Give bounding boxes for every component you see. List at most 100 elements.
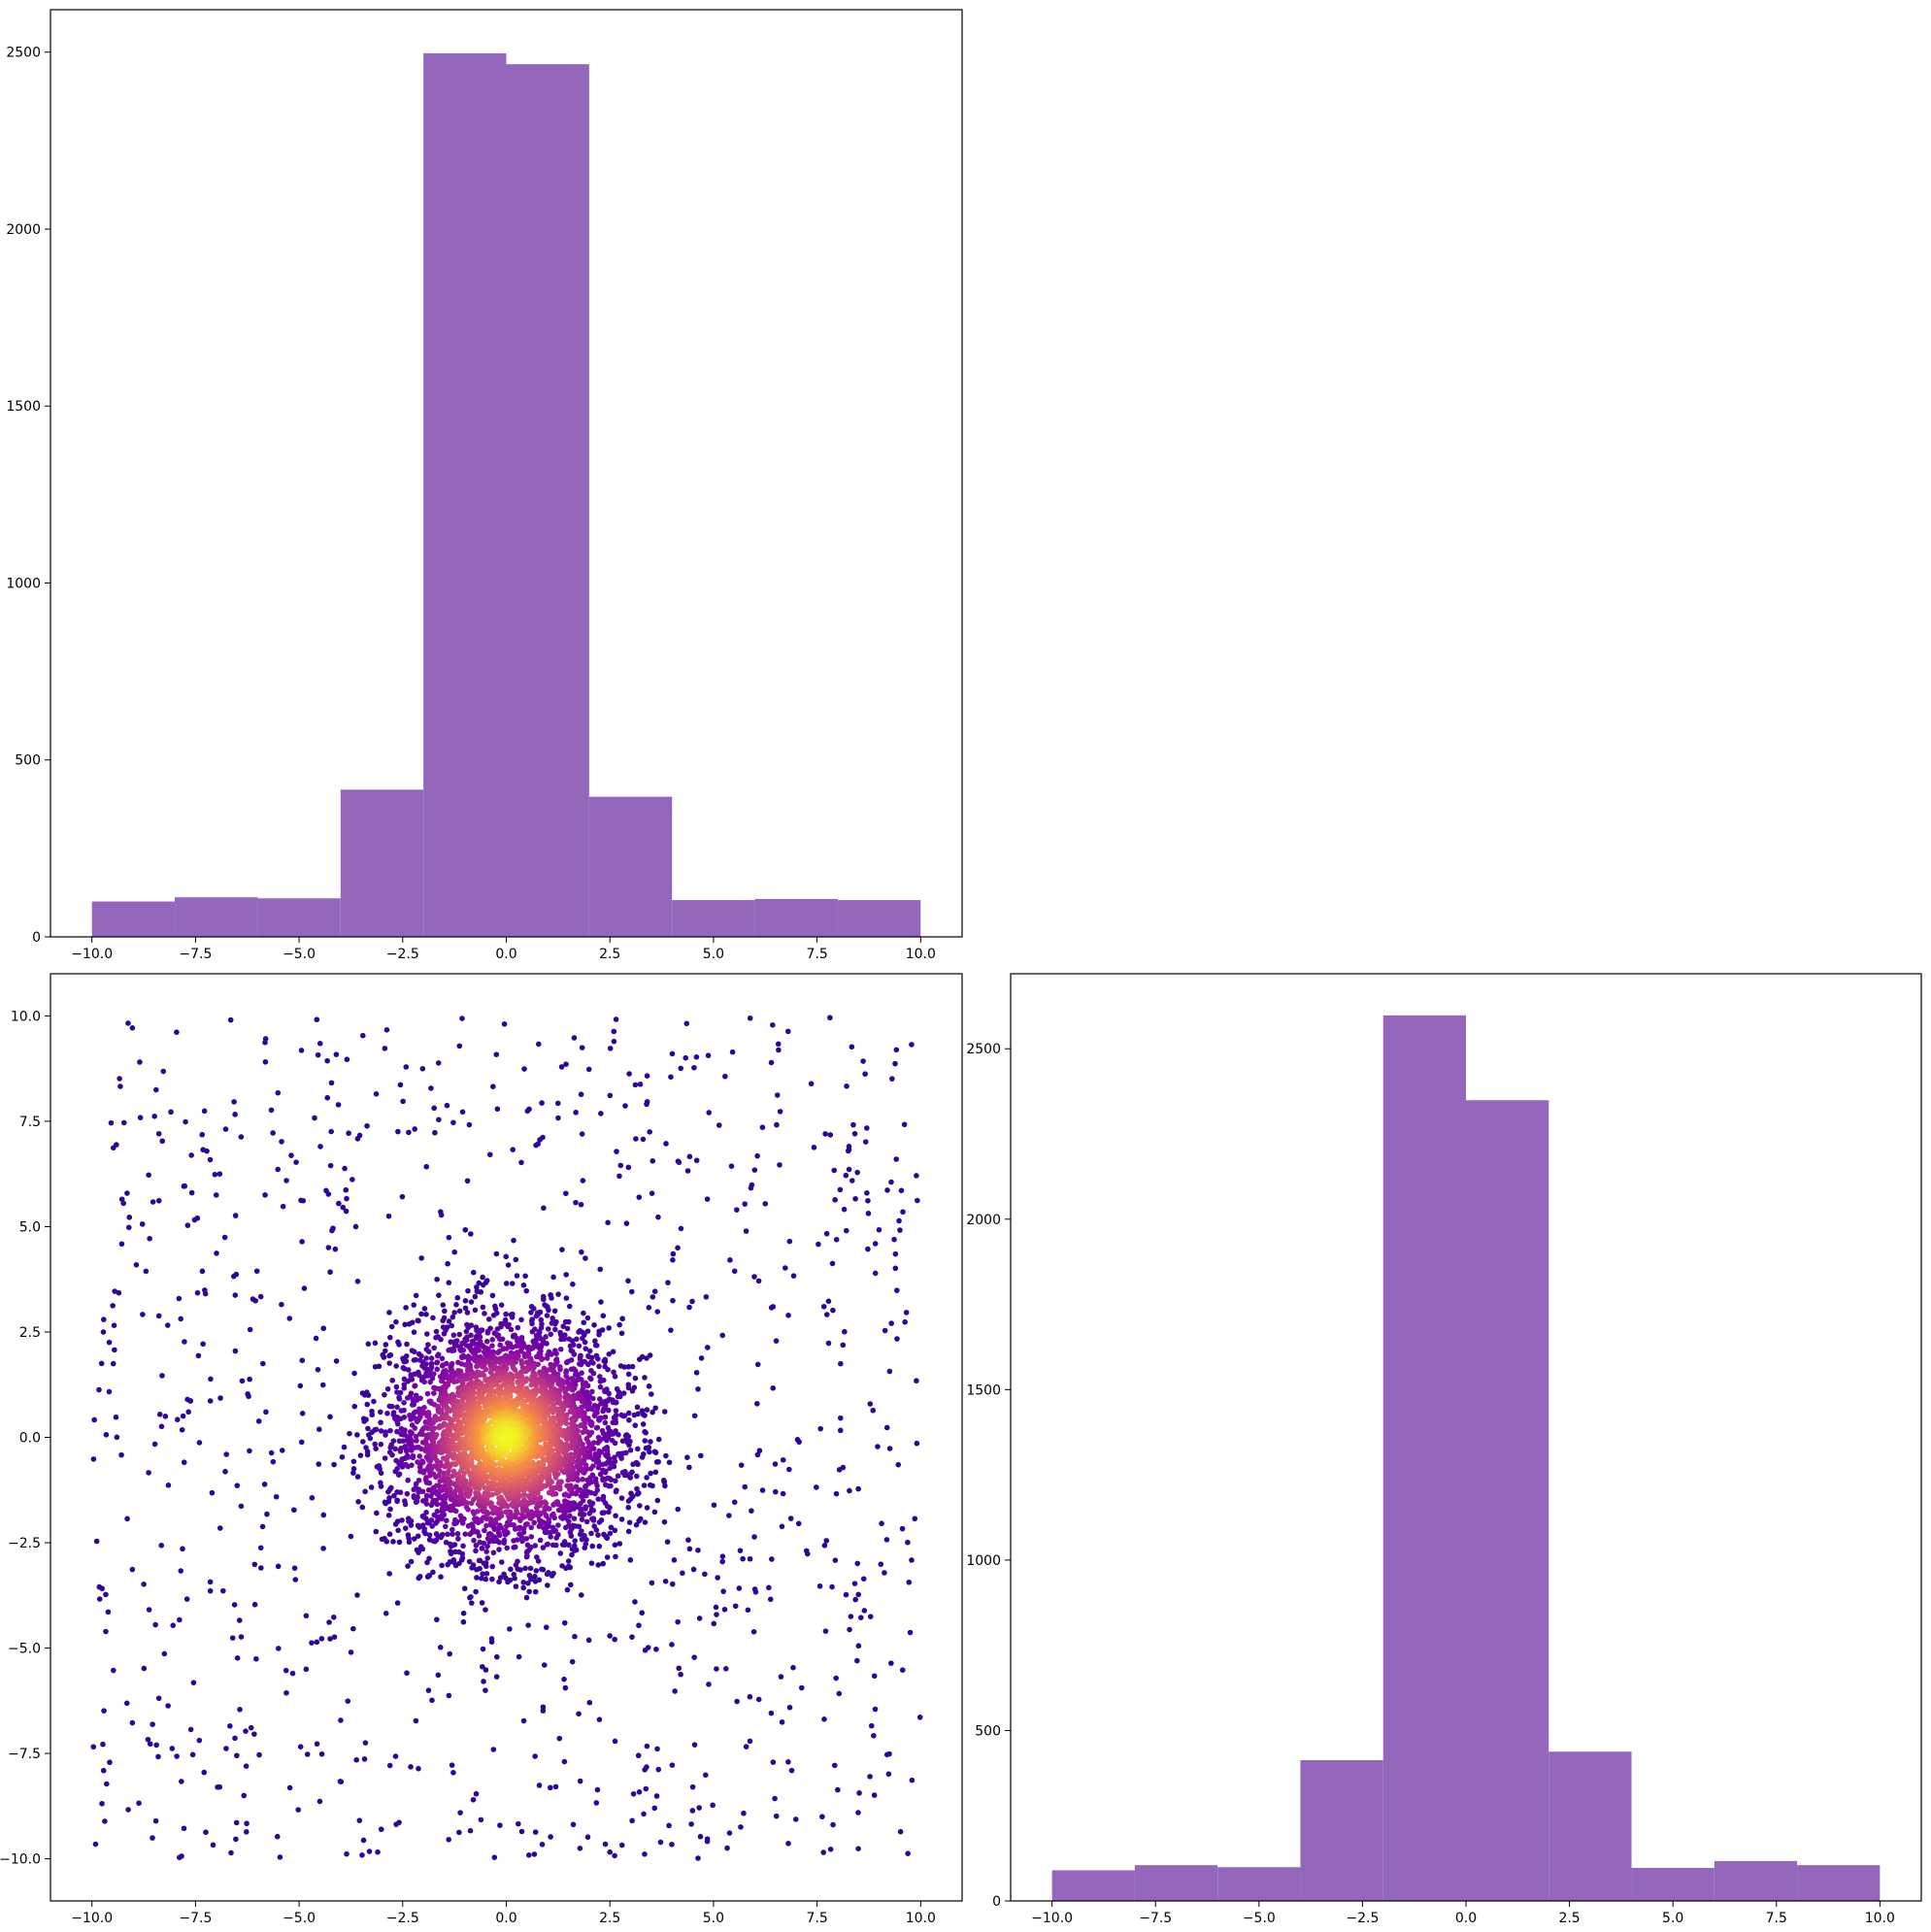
- scatter-point: [475, 1529, 481, 1535]
- scatter-point: [477, 1565, 483, 1572]
- scatter-point: [430, 1371, 437, 1377]
- scatter-point: [516, 1524, 523, 1531]
- scatter-point: [378, 1480, 383, 1486]
- scatter-point: [217, 1395, 223, 1401]
- scatter-point: [403, 1352, 410, 1359]
- scatter-point: [490, 1313, 497, 1318]
- scatter-point: [803, 1548, 810, 1554]
- scatter-point: [648, 1439, 653, 1445]
- scatter-point: [93, 1538, 100, 1545]
- scatter-point: [632, 1599, 638, 1605]
- scatter-point: [151, 1441, 158, 1448]
- scatter-point: [392, 1446, 398, 1452]
- scatter-point: [633, 1521, 640, 1528]
- scatter-point: [888, 1179, 894, 1185]
- scatter-point: [408, 1517, 415, 1524]
- scatter-point: [711, 1620, 717, 1627]
- scatter-point: [845, 1148, 851, 1154]
- scatter-point: [642, 1438, 649, 1444]
- scatter-point: [647, 1482, 653, 1488]
- scatter-point: [201, 1108, 208, 1115]
- scatter-point: [476, 1280, 483, 1286]
- scatter-point: [823, 1312, 830, 1317]
- scatter-point: [878, 1561, 884, 1568]
- scatter-point: [636, 1194, 643, 1200]
- scatter-point: [514, 1273, 520, 1279]
- scatter-point: [125, 1807, 131, 1813]
- scatter-point: [774, 1121, 780, 1128]
- scatter-point: [489, 1337, 496, 1343]
- scatter-point: [396, 1396, 403, 1402]
- scatter-point: [423, 1163, 430, 1170]
- scatter-point: [683, 1020, 690, 1027]
- scatter-point: [364, 1449, 371, 1454]
- scatter-point: [207, 1587, 214, 1594]
- scatter-point: [416, 1574, 423, 1580]
- scatter-point: [436, 1472, 442, 1479]
- scatter-point: [868, 1722, 875, 1729]
- scatter-point: [819, 1814, 825, 1820]
- scatter-point: [388, 1323, 395, 1330]
- scatter-point: [548, 1534, 553, 1540]
- scatter-point: [243, 1829, 250, 1835]
- scatter-point: [664, 1539, 671, 1545]
- scatter-point: [387, 1351, 394, 1358]
- scatter-point: [625, 1528, 632, 1535]
- scatter-point: [552, 1326, 558, 1333]
- scatter-point: [110, 1303, 116, 1309]
- scatter-point: [446, 1468, 451, 1475]
- scatter-point: [481, 1679, 486, 1684]
- scatter-point: [488, 1636, 495, 1642]
- scatter-point: [159, 1138, 166, 1145]
- scatter-point: [404, 1341, 410, 1348]
- scatter-point: [557, 1550, 564, 1556]
- scatter-point: [252, 1298, 259, 1304]
- scatter-point: [544, 1341, 549, 1347]
- scatter-point: [207, 1156, 214, 1163]
- scatter-point: [147, 1235, 152, 1242]
- scatter-point: [216, 1783, 223, 1790]
- scatter-point: [582, 1339, 588, 1346]
- scatter-point: [536, 1577, 543, 1583]
- scatter-point: [557, 1366, 563, 1373]
- scatter-point: [580, 1178, 586, 1183]
- scatter-point: [697, 1833, 704, 1840]
- scatter-point: [686, 1304, 692, 1311]
- scatter-point: [618, 1516, 625, 1522]
- scatter-point: [618, 1412, 624, 1418]
- scatter-point: [315, 1366, 321, 1373]
- scatter-point: [113, 1414, 119, 1420]
- scatter-point: [485, 1316, 492, 1322]
- scatter-point: [610, 1399, 616, 1406]
- scatter-point: [580, 1476, 585, 1482]
- scatter-point: [483, 1607, 488, 1613]
- scatter-point: [612, 1373, 618, 1380]
- scatter-point: [161, 1650, 168, 1657]
- scatter-point: [392, 1753, 399, 1759]
- scatter-point: [772, 1488, 779, 1495]
- scatter-point: [429, 1697, 435, 1704]
- scatter-point: [402, 1498, 408, 1504]
- scatter-point: [279, 1139, 284, 1145]
- scatter-point: [450, 1332, 457, 1338]
- scatter-point: [449, 1762, 455, 1768]
- scatter-point: [331, 1461, 337, 1468]
- scatter-point: [724, 1845, 730, 1851]
- scatter-point: [253, 1655, 259, 1662]
- scatter-point: [754, 1361, 761, 1368]
- scatter-point: [293, 1159, 299, 1165]
- top-histogram-xtick-label: 5.0: [703, 947, 724, 962]
- scatter-point: [618, 1842, 625, 1849]
- scatter-point: [251, 1731, 257, 1737]
- scatter-point: [742, 1201, 749, 1207]
- scatter-point: [479, 1600, 485, 1606]
- top-histogram-bar: [175, 897, 258, 937]
- scatter-point: [629, 1387, 636, 1394]
- scatter-point: [642, 1851, 648, 1857]
- scatter-point: [612, 1852, 617, 1859]
- scatter-point: [661, 1518, 668, 1525]
- scatter-point: [871, 1732, 877, 1739]
- scatter-point: [439, 1562, 445, 1569]
- scatter-point: [505, 1509, 512, 1515]
- scatter-point: [483, 1549, 489, 1554]
